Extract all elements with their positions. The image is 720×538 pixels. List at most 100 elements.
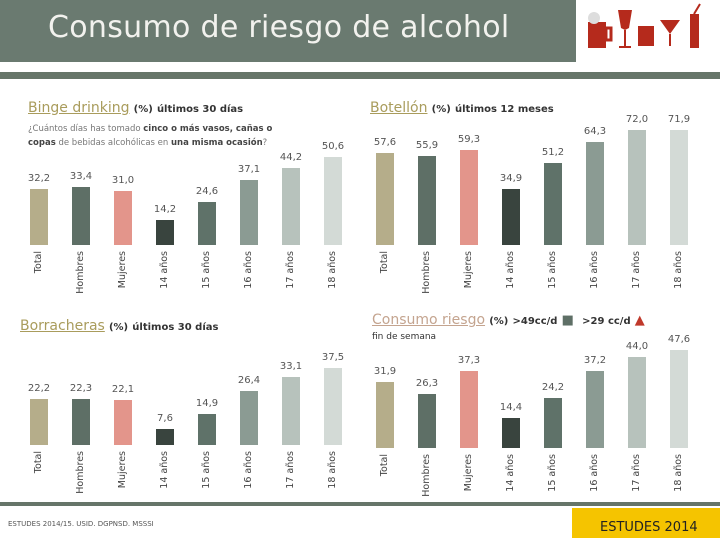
divider [0, 72, 720, 79]
bar [156, 220, 174, 245]
category-label: Mujeres [117, 251, 128, 289]
category-label: 14 años [159, 451, 170, 489]
category-label: 15 años [547, 251, 558, 289]
period: últimos 30 días [132, 322, 219, 333]
category-label: 16 años [243, 251, 254, 289]
data-label: 22,2 [27, 383, 51, 395]
data-label: 26,4 [237, 374, 261, 386]
unit: (%) [489, 316, 509, 327]
data-label: 24,2 [541, 382, 565, 394]
category-label: Total [379, 251, 390, 274]
period: últimos 12 meses [454, 104, 554, 115]
chart-title: Botellón [370, 100, 428, 116]
bar [502, 189, 520, 245]
category-label: 17 años [285, 251, 296, 289]
bar [670, 349, 688, 448]
data-label: 24,6 [195, 186, 219, 198]
female-threshold: >29 cc/d [582, 316, 631, 327]
category-label: 18 años [327, 451, 338, 489]
category-label: Mujeres [463, 251, 474, 289]
category-label: 15 años [201, 251, 212, 289]
data-label: 34,9 [499, 173, 523, 185]
category-label: 17 años [631, 251, 642, 289]
bar [418, 155, 436, 245]
data-label: 37,5 [321, 352, 345, 364]
divider [0, 502, 720, 506]
bar [670, 129, 688, 245]
bar [460, 371, 478, 448]
category-label: Hombres [75, 251, 86, 294]
data-label: 14,9 [195, 398, 219, 410]
ministry-logo [572, 508, 720, 538]
bar [198, 202, 216, 245]
data-label: 37,2 [583, 355, 607, 367]
bar [282, 377, 300, 445]
chart-title: Borracheras [20, 318, 105, 334]
chart-title: Binge drinking [28, 100, 130, 116]
data-label: 31,9 [373, 366, 397, 378]
data-label: 31,0 [111, 175, 135, 187]
category-label: 18 años [673, 251, 684, 289]
chart-borracheras: Borracheras (%) últimos 30 días 22,2 Tota… [20, 318, 370, 518]
data-label: 37,1 [237, 164, 261, 176]
data-label: 37,3 [457, 355, 481, 367]
category-label: 14 años [159, 251, 170, 289]
bar [324, 368, 342, 445]
chart-binge-drinking: Binge drinking (%) últimos 30 días ¿Cuán… [28, 100, 378, 300]
bar [114, 191, 132, 245]
question: ¿Cuántos días has tomado cinco o más vas… [28, 124, 273, 148]
bar [502, 418, 520, 448]
data-label: 44,0 [625, 341, 649, 353]
bar [156, 429, 174, 445]
category-label: 14 años [505, 454, 516, 492]
data-label: 57,6 [373, 136, 397, 148]
unit: (%) [108, 322, 129, 333]
bar [586, 142, 604, 245]
category-label: Hombres [421, 454, 432, 497]
category-label: 16 años [243, 451, 254, 489]
bar [376, 382, 394, 448]
category-label: Hombres [75, 451, 86, 494]
data-label: 72,0 [625, 113, 649, 125]
period: fin de semana [372, 332, 437, 342]
male-threshold: >49cc/d [512, 316, 558, 327]
category-label: Hombres [421, 251, 432, 294]
female-icon: ▲ [634, 313, 645, 328]
unit: (%) [133, 104, 153, 115]
category-label: 15 años [201, 451, 212, 489]
bar [72, 186, 90, 245]
bar [282, 168, 300, 245]
data-label: 14,2 [153, 204, 177, 216]
chart-title: Consumo riesgo [372, 312, 486, 328]
chart-consumo-riesgo: Consumo riesgo (%) >49cc/d ■ >29 cc/d ▲ … [372, 312, 720, 512]
category-label: 18 años [673, 454, 684, 492]
data-label: 55,9 [415, 139, 439, 151]
bar [324, 156, 342, 245]
bar [114, 399, 132, 445]
data-label: 51,2 [541, 147, 565, 159]
category-label: Mujeres [463, 454, 474, 492]
category-label: Mujeres [117, 451, 128, 489]
chart-botellon: Botellón (%) últimos 12 meses 57,6 Total 5… [370, 100, 720, 300]
bar [544, 163, 562, 245]
data-label: 33,4 [69, 170, 93, 182]
source-note: ESTUDES 2014/15. USID. DGPNSD. MSSSI [8, 520, 154, 528]
bar [30, 188, 48, 245]
bar [198, 414, 216, 445]
data-label: 71,9 [667, 113, 691, 125]
category-label: 14 años [505, 251, 516, 289]
bar [586, 371, 604, 448]
data-label: 7,6 [157, 413, 173, 425]
data-label: 47,6 [667, 333, 691, 345]
data-label: 22,1 [111, 383, 135, 395]
bar [72, 399, 90, 445]
data-label: 14,4 [499, 402, 523, 414]
data-label: 22,3 [69, 383, 93, 395]
data-label: 59,3 [457, 134, 481, 146]
bar [30, 399, 48, 445]
data-label: 44,2 [279, 152, 303, 164]
category-label: 17 años [285, 451, 296, 489]
category-label: 17 años [631, 454, 642, 492]
category-label: 16 años [589, 454, 600, 492]
unit: (%) [431, 104, 451, 115]
